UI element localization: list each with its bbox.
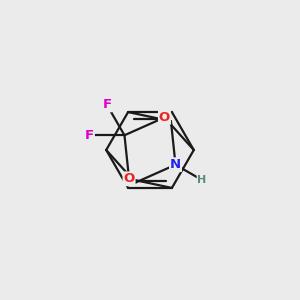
Text: N: N [170,158,181,171]
Text: F: F [102,98,112,111]
Text: F: F [85,129,94,142]
Text: O: O [159,111,170,124]
Text: H: H [197,175,207,185]
Text: O: O [123,172,135,185]
